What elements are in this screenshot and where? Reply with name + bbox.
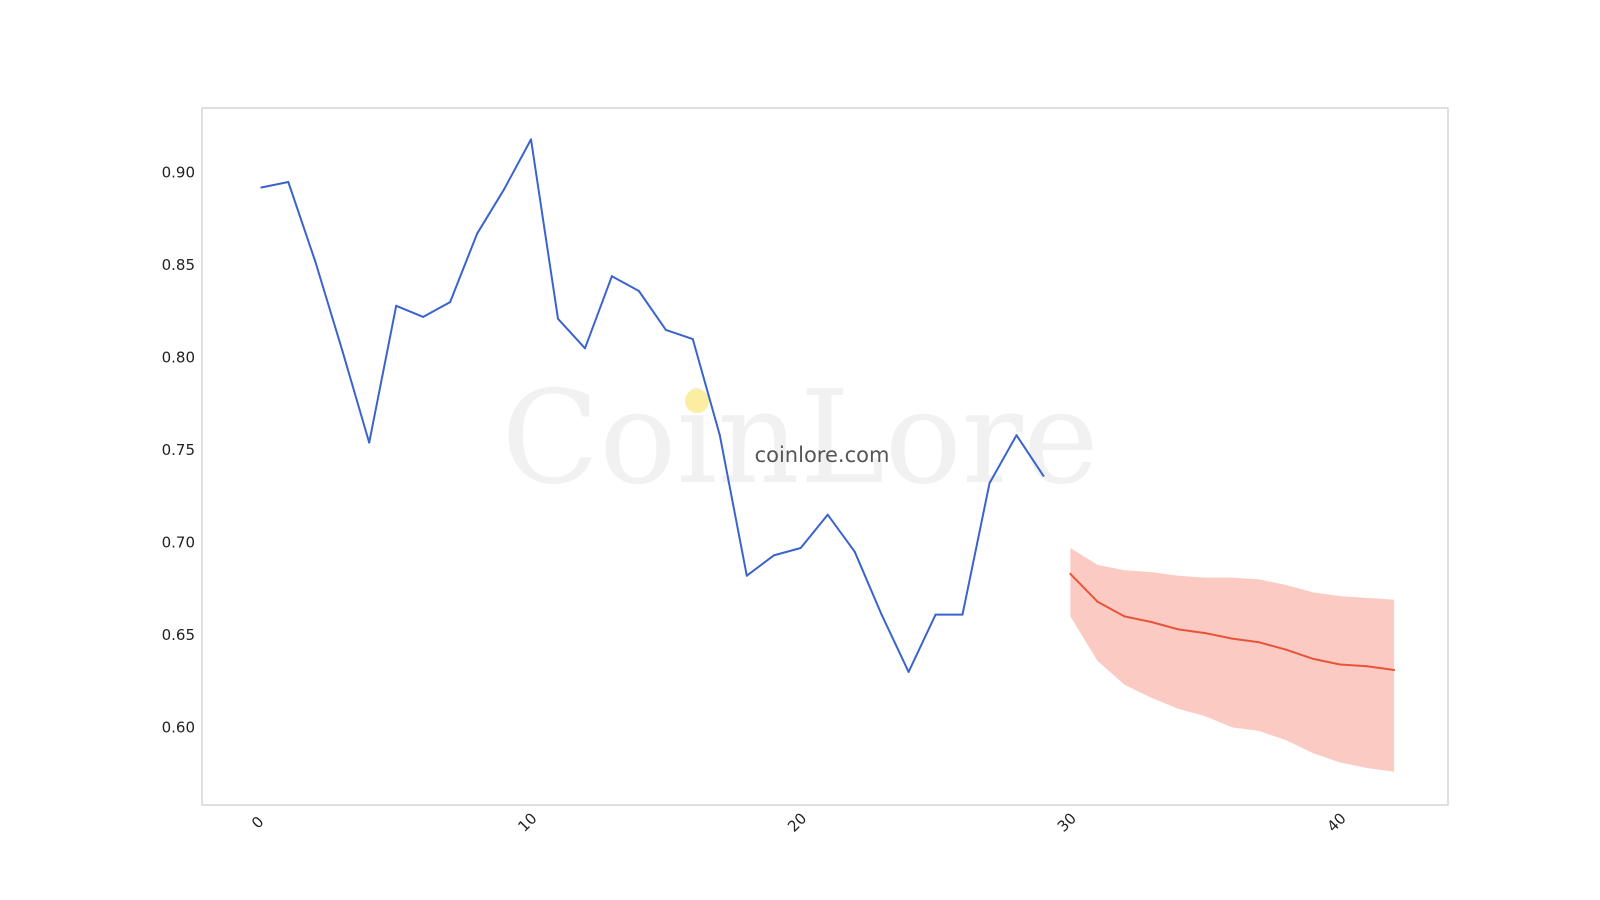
forecast-point <box>1069 572 1072 575</box>
y-tick-label: 0.70 <box>162 534 195 552</box>
y-tick-label: 0.90 <box>162 164 195 182</box>
history-point <box>1015 434 1018 437</box>
history-point <box>718 434 721 437</box>
history-point <box>664 328 667 331</box>
history-point <box>341 349 344 352</box>
y-tick-label: 0.85 <box>162 256 195 274</box>
history-point <box>799 547 802 549</box>
history-point <box>260 186 263 189</box>
history-point <box>826 513 829 516</box>
x-tick-label: 20 <box>784 809 810 835</box>
history-point <box>449 301 452 304</box>
history-point <box>880 613 883 616</box>
forecast-point <box>1204 632 1207 635</box>
forecast-point <box>1366 665 1369 668</box>
y-tick-label: 0.75 <box>162 441 195 459</box>
history-point <box>907 670 910 673</box>
history-point <box>853 550 856 553</box>
history-point <box>476 232 479 235</box>
x-tick-label: 40 <box>1323 809 1349 835</box>
x-tick-label: 10 <box>514 809 540 835</box>
forecast-confidence-band <box>1070 548 1395 772</box>
history-point <box>503 188 506 191</box>
watermark: CoinLore coinlore.com <box>501 364 1098 513</box>
history-point <box>395 304 398 307</box>
x-tick-label: 30 <box>1054 809 1080 835</box>
watermark-url: coinlore.com <box>755 443 890 467</box>
history-point <box>1042 474 1045 477</box>
history-point <box>422 315 425 318</box>
forecast-point <box>1123 615 1126 618</box>
y-tick-label: 0.80 <box>162 349 195 367</box>
history-point <box>637 290 640 292</box>
forecast-point <box>1393 669 1396 671</box>
history-point <box>961 613 964 616</box>
history-point <box>934 613 937 616</box>
history-point <box>988 482 991 485</box>
forecast-point <box>1096 600 1099 603</box>
y-tick-label: 0.60 <box>162 718 195 736</box>
history-point <box>691 338 694 341</box>
watermark-logo-dot <box>685 389 709 413</box>
history-point <box>368 441 371 444</box>
forecast-point <box>1231 637 1234 640</box>
forecast-point <box>1177 628 1180 631</box>
forecast-point <box>1285 648 1288 651</box>
x-tick-label: 0 <box>248 813 267 832</box>
history-point <box>314 260 317 263</box>
forecast-point <box>1312 657 1315 660</box>
history-point <box>287 181 290 183</box>
history-point <box>610 275 613 278</box>
forecast-point <box>1258 641 1261 644</box>
forecast-point <box>1150 621 1153 623</box>
history-point <box>557 317 559 320</box>
watermark-brand: CoinLore <box>501 364 1098 513</box>
history-point <box>745 574 748 577</box>
history-point <box>772 554 775 557</box>
forecast-point <box>1339 663 1342 666</box>
y-tick-label: 0.65 <box>162 626 195 644</box>
history-point <box>530 138 532 141</box>
history-point <box>584 347 586 350</box>
history-series-line <box>261 138 1045 673</box>
plot-frame <box>201 107 1449 806</box>
